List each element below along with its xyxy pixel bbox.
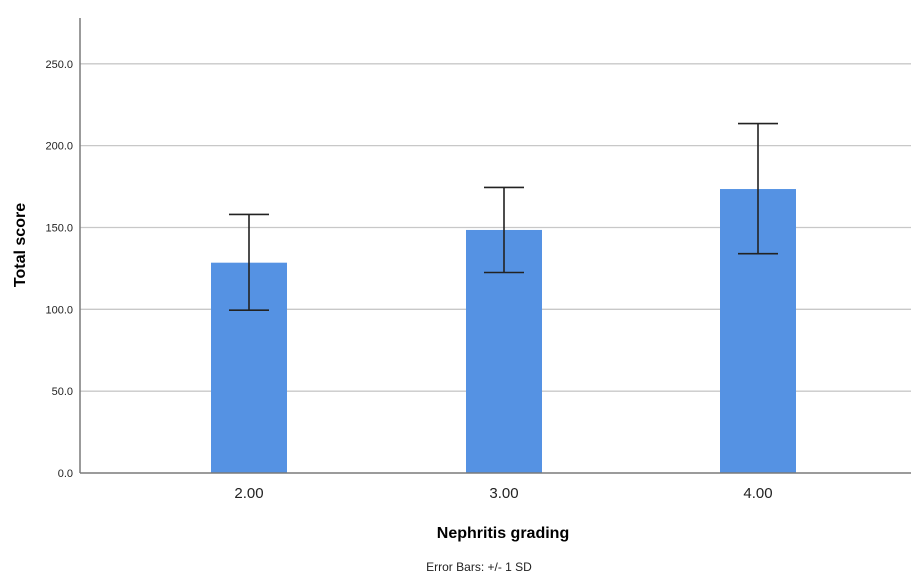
error-bar	[738, 122, 778, 255]
y-axis-title: Total score	[12, 203, 29, 287]
x-tick-label: 2.00	[234, 485, 263, 502]
y-tick-labels: 0.0 50.0 100.0 150.0 200.0 250.0	[45, 59, 73, 480]
error-bar	[484, 186, 524, 274]
y-tick-label: 250.0	[45, 59, 73, 71]
y-tick-label: 100.0	[45, 304, 73, 316]
error-bars-footnote: Error Bars: +/- 1 SD	[426, 560, 532, 574]
error-bar	[229, 213, 269, 311]
error-bars	[229, 122, 778, 311]
y-tick-label: 0.0	[58, 468, 73, 480]
x-axis-title: Nephritis grading	[437, 525, 569, 542]
x-tick-labels: 2.00 3.00 4.00	[234, 485, 772, 502]
y-tick-label: 150.0	[45, 222, 73, 234]
y-tick-label: 200.0	[45, 141, 73, 153]
y-tick-label: 50.0	[52, 386, 73, 398]
bars	[211, 189, 796, 473]
x-tick-label: 4.00	[743, 485, 772, 502]
x-tick-label: 3.00	[489, 485, 518, 502]
axes	[79, 18, 911, 474]
